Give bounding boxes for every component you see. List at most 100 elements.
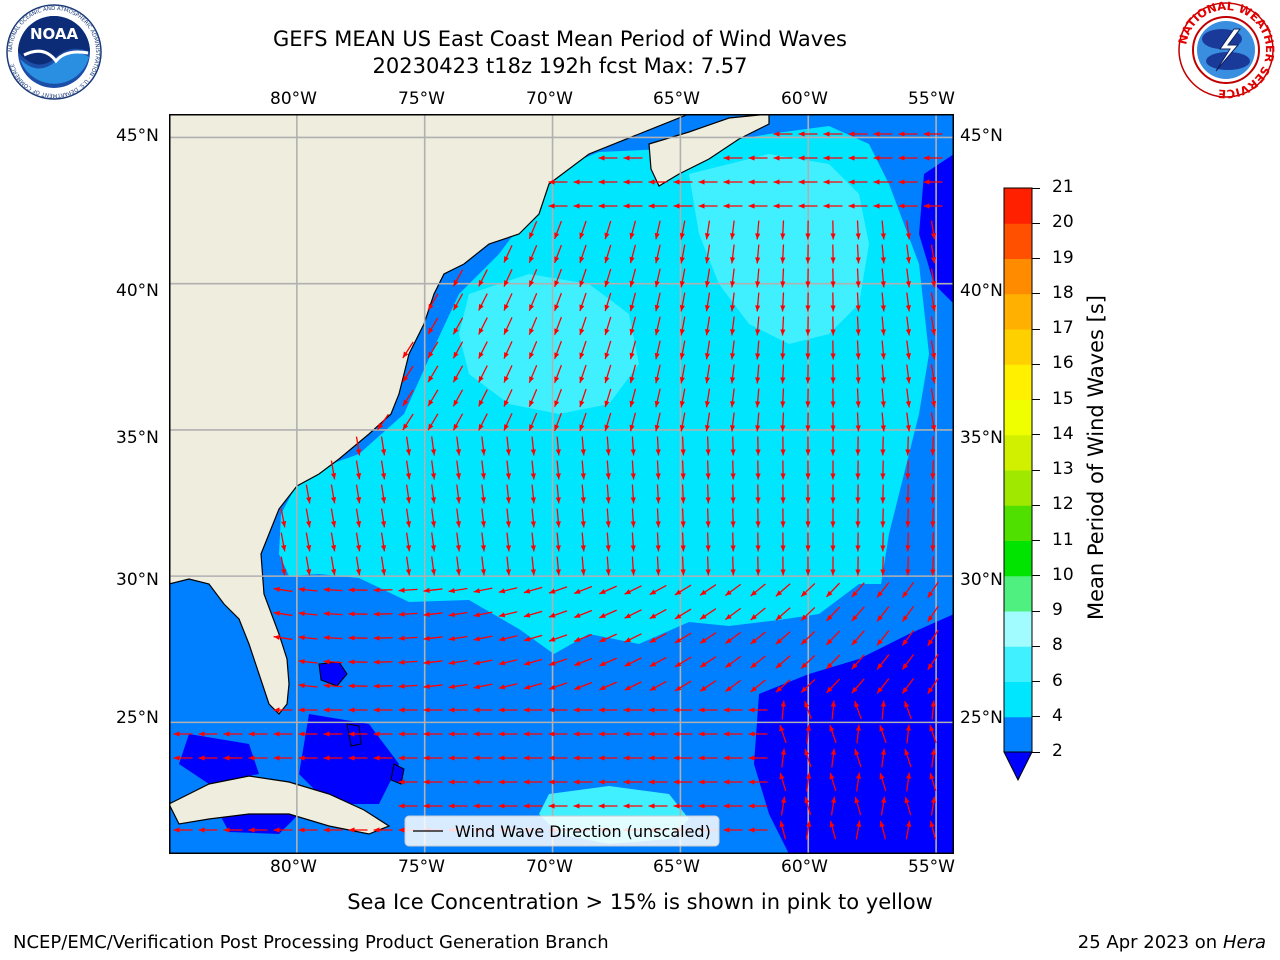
- wind-wave-arrow: [830, 700, 836, 720]
- wind-wave-arrow: [755, 388, 761, 408]
- wind-wave-arrow: [223, 731, 243, 737]
- wind-wave-arrow: [473, 635, 493, 642]
- wind-wave-arrow: [630, 532, 636, 552]
- colorbar-tick-label: 12: [1052, 494, 1074, 515]
- wind-wave-arrow: [880, 244, 886, 264]
- wind-wave-arrow: [448, 587, 468, 594]
- wind-wave-arrow: [804, 700, 812, 720]
- colorbar-segment: [1004, 716, 1032, 753]
- wind-wave-arrow: [780, 796, 787, 816]
- wind-wave-arrow: [630, 484, 636, 504]
- wind-wave-arrow: [623, 779, 643, 785]
- wind-wave-arrow: [698, 755, 718, 761]
- wind-wave-arrow: [798, 131, 818, 137]
- wind-wave-arrow: [748, 179, 768, 185]
- wind-wave-arrow: [629, 268, 637, 288]
- wind-wave-arrow: [629, 220, 637, 240]
- wind-wave-arrow: [573, 779, 593, 785]
- wind-wave-arrow: [905, 340, 912, 360]
- wind-wave-arrow: [630, 460, 636, 480]
- wind-wave-arrow: [480, 460, 486, 480]
- lat-label-right: 30°N: [960, 570, 1003, 590]
- lat-label-right: 35°N: [960, 428, 1003, 448]
- graticule: [169, 114, 954, 854]
- wind-wave-arrow: [373, 683, 393, 689]
- wind-wave-arrow: [780, 460, 786, 480]
- wind-wave-arrow: [629, 244, 637, 264]
- wind-wave-arrow: [905, 556, 911, 576]
- wind-wave-arrow: [298, 707, 318, 713]
- wind-wave-arrow: [478, 317, 488, 335]
- wind-wave-arrow: [930, 292, 937, 312]
- wind-wave-arrow: [480, 484, 486, 504]
- wind-wave-arrow: [498, 707, 518, 713]
- wind-wave-arrow: [423, 587, 443, 593]
- wind-wave-arrow: [898, 203, 918, 209]
- wind-wave-arrow: [624, 585, 642, 595]
- wind-wave-arrow: [398, 659, 418, 665]
- wind-wave-arrow: [548, 803, 568, 809]
- wind-wave-arrow: [599, 609, 617, 619]
- wind-wave-arrow: [280, 532, 287, 552]
- wind-wave-arrow: [503, 269, 513, 287]
- wind-wave-arrow: [748, 755, 768, 761]
- wind-wave-arrow: [298, 611, 318, 617]
- wind-wave-arrow: [930, 340, 937, 360]
- wind-wave-arrow: [523, 682, 543, 690]
- wind-wave-arrow: [800, 582, 816, 598]
- nws-logo: NATIONAL WEATHER SERVICE: [1176, 1, 1276, 99]
- wind-wave-arrow: [673, 203, 693, 209]
- wind-wave-arrow: [729, 220, 736, 240]
- wind-wave-arrow: [598, 707, 618, 713]
- wind-wave-arrow: [423, 635, 443, 641]
- wind-wave-arrow: [680, 484, 686, 504]
- lat-label-left: 30°N: [116, 570, 159, 590]
- wind-wave-arrow: [473, 707, 493, 713]
- wind-wave-arrow: [573, 707, 593, 713]
- wind-wave-arrow: [573, 803, 593, 809]
- wind-wave-arrow: [373, 659, 393, 665]
- wind-wave-arrow: [674, 632, 692, 644]
- wind-wave-arrow: [729, 316, 736, 336]
- wind-wave-arrow: [930, 316, 937, 336]
- wind-wave-arrow: [780, 508, 786, 528]
- wind-wave-arrow: [648, 779, 668, 785]
- colorbar-tick: [1032, 575, 1040, 577]
- wind-wave-arrow: [373, 587, 393, 593]
- wind-wave-arrow: [530, 556, 536, 576]
- wind-wave-arrow: [298, 587, 318, 593]
- wind-wave-arrow: [355, 556, 362, 576]
- wind-wave-arrow: [430, 556, 437, 576]
- colorbar-segment: [1004, 223, 1032, 259]
- wind-wave-arrow: [579, 244, 587, 264]
- wind-wave-arrow: [173, 755, 193, 761]
- wind-wave-arrow: [604, 220, 612, 240]
- wind-wave-arrow: [604, 340, 612, 360]
- wind-wave-arrow: [348, 611, 368, 617]
- wind-wave-arrow: [323, 707, 343, 713]
- wind-wave-arrow: [930, 412, 937, 432]
- wind-wave-arrow: [929, 820, 937, 840]
- wind-wave-arrow: [554, 268, 562, 288]
- wind-wave-arrow: [750, 655, 766, 669]
- wind-wave-arrow: [805, 556, 811, 576]
- wind-wave-arrow: [748, 779, 768, 785]
- wind-wave-arrow: [880, 484, 886, 504]
- wind-wave-arrow: [173, 827, 193, 833]
- wind-wave-arrow: [905, 436, 911, 456]
- wind-wave-arrow: [704, 220, 711, 240]
- wind-wave-arrow: [248, 755, 268, 761]
- wind-wave-arrow: [855, 412, 861, 432]
- wind-wave-arrow: [605, 556, 611, 576]
- wind-wave-arrow: [405, 532, 412, 552]
- wind-wave-arrow: [528, 268, 538, 288]
- lon-label-top: 60°W: [781, 89, 828, 109]
- wind-wave-arrow: [704, 244, 711, 264]
- wind-wave-arrow: [879, 724, 887, 744]
- wind-wave-arrow: [825, 678, 841, 694]
- wind-wave-arrow: [604, 388, 612, 408]
- wind-wave-arrow: [855, 316, 861, 336]
- wind-wave-arrow: [923, 179, 943, 185]
- wind-wave-arrow: [348, 587, 368, 593]
- wind-wave-arrow: [555, 484, 561, 504]
